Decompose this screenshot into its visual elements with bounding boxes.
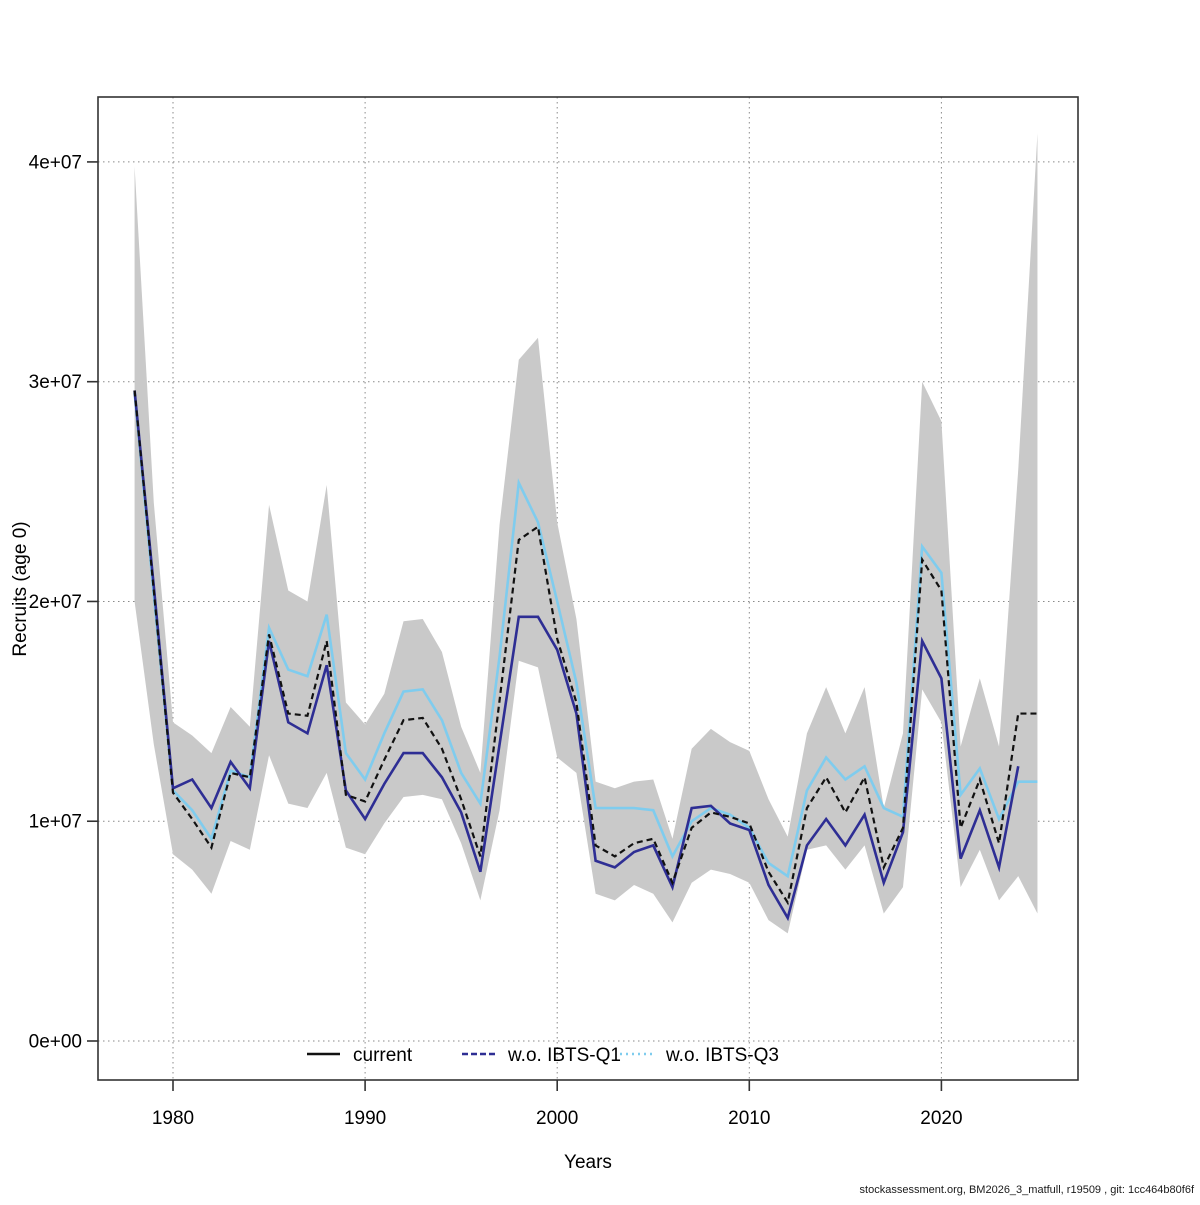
axis-ticks: [87, 161, 943, 1091]
y-tick-label: 4e+07: [29, 152, 82, 173]
y-tick-label: 2e+07: [29, 592, 82, 613]
x-tick-label: 1980: [152, 1108, 194, 1129]
legend: current w.o. IBTS-Q1 w.o. IBTS-Q3: [307, 1045, 779, 1066]
y-axis-title: Recruits (age 0): [10, 521, 31, 656]
legend-label-current: current: [353, 1045, 413, 1066]
x-tick-label: 2010: [728, 1108, 770, 1129]
x-tick-labels: 1980 1990 2000 2010 2020: [152, 1108, 963, 1129]
series-lines: [133, 390, 1038, 922]
legend-label-ibts-q3: w.o. IBTS-Q3: [665, 1045, 779, 1066]
x-tick-label: 1990: [344, 1108, 386, 1129]
line-w-o-ibts-q3: [133, 392, 1038, 879]
legend-label-ibts-q1: w.o. IBTS-Q1: [507, 1045, 621, 1066]
y-tick-label: 0e+00: [29, 1032, 82, 1053]
x-tick-label: 2020: [920, 1108, 962, 1129]
y-tick-label: 3e+07: [29, 372, 82, 393]
confidence-band: [134, 133, 1038, 934]
line-w-o-ibts-q1: [133, 390, 1020, 922]
x-axis-title: Years: [564, 1152, 612, 1173]
plot-border: [97, 96, 1079, 1081]
x-tick-label: 2000: [536, 1108, 578, 1129]
footer-text: stockassessment.org, BM2026_3_matfull, r…: [860, 1184, 1195, 1196]
y-tick-labels: 0e+00 1e+07 2e+07 3e+07 4e+07: [29, 152, 82, 1052]
y-tick-label: 1e+07: [29, 812, 82, 833]
confidence-band-polygon: [134, 133, 1038, 934]
